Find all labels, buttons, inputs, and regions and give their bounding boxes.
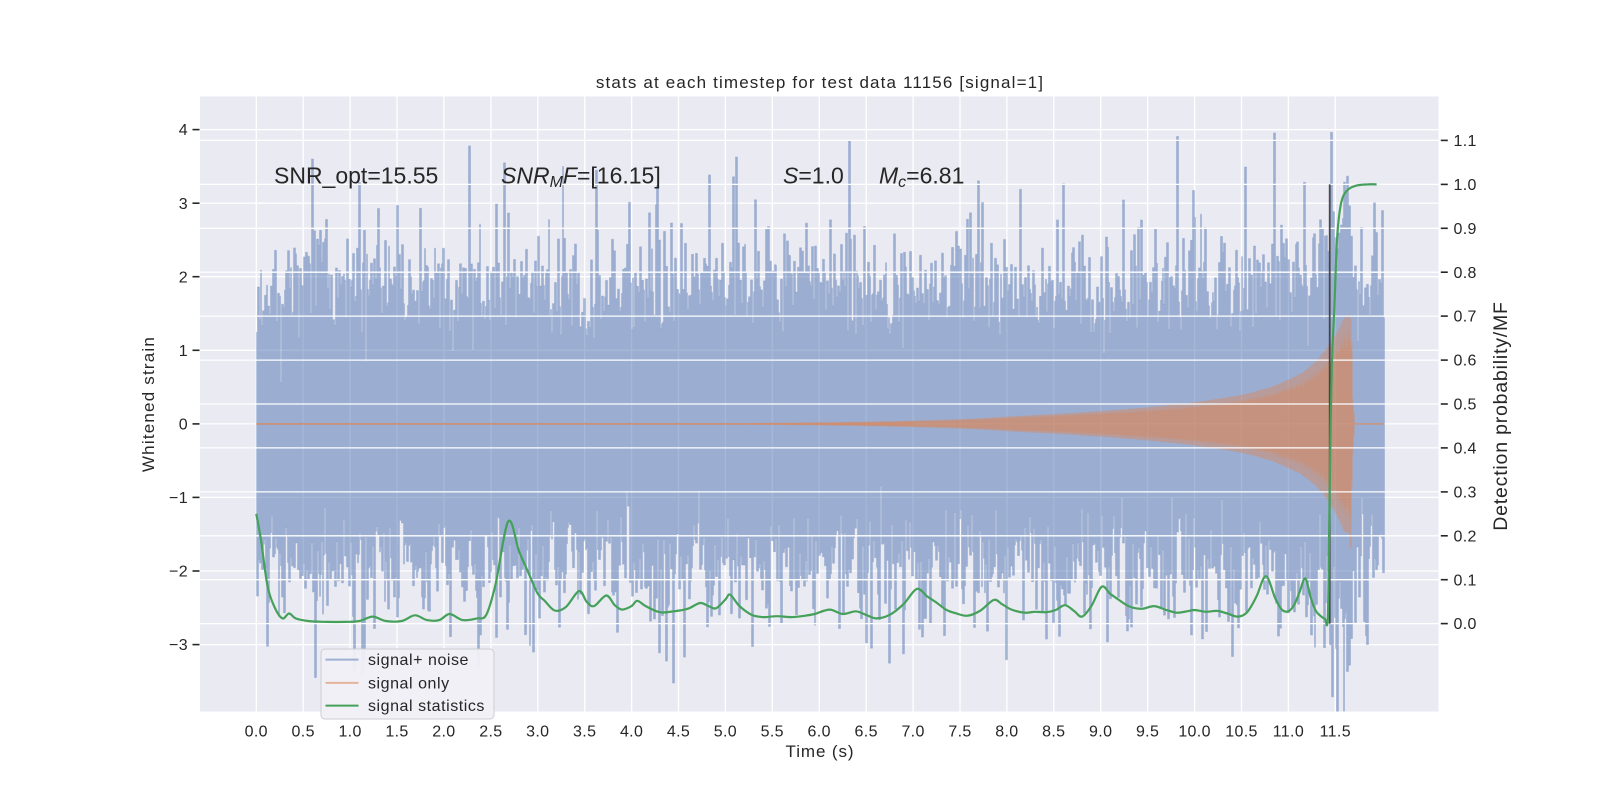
svg-text:2.0: 2.0 [432,724,455,741]
svg-text:0.1: 0.1 [1454,572,1477,589]
svg-text:0.0: 0.0 [245,724,268,741]
svg-text:Time (s): Time (s) [786,742,855,761]
svg-text:0.5: 0.5 [1454,397,1477,414]
svg-text:0.5: 0.5 [292,724,315,741]
svg-text:Mc=6.81: Mc=6.81 [879,163,964,192]
svg-text:−3: −3 [169,637,188,654]
svg-text:−2: −2 [169,564,188,581]
svg-text:3.5: 3.5 [573,724,596,741]
svg-text:−1: −1 [169,490,188,507]
svg-text:5.5: 5.5 [761,724,784,741]
svg-text:0.2: 0.2 [1454,528,1477,545]
svg-text:11.5: 11.5 [1320,724,1351,741]
svg-text:6.5: 6.5 [855,724,878,741]
svg-text:5.0: 5.0 [714,724,737,741]
svg-text:11.0: 11.0 [1273,724,1304,741]
svg-text:8.0: 8.0 [995,724,1018,741]
svg-text:Detection probability/MF: Detection probability/MF [1490,301,1512,530]
svg-text:signal statistics: signal statistics [368,698,485,715]
svg-text:4.0: 4.0 [620,724,643,741]
svg-text:0: 0 [179,417,188,434]
svg-text:7.0: 7.0 [901,724,924,741]
svg-text:1: 1 [179,343,188,360]
svg-text:S=1.0: S=1.0 [783,163,844,189]
svg-text:0.9: 0.9 [1454,221,1477,238]
svg-text:1.5: 1.5 [385,724,408,741]
svg-text:7.5: 7.5 [948,724,971,741]
svg-text:0.4: 0.4 [1454,441,1477,458]
svg-text:SNR_opt=15.55: SNR_opt=15.55 [274,163,438,189]
svg-text:9.5: 9.5 [1136,724,1159,741]
svg-text:0.3: 0.3 [1454,485,1477,502]
svg-text:4.5: 4.5 [667,724,690,741]
svg-text:0.0: 0.0 [1454,616,1477,633]
svg-text:3.0: 3.0 [526,724,549,741]
svg-text:2.5: 2.5 [479,724,502,741]
svg-text:1.0: 1.0 [338,724,361,741]
svg-text:8.5: 8.5 [1042,724,1065,741]
svg-text:6.0: 6.0 [808,724,831,741]
svg-text:0.7: 0.7 [1454,309,1477,326]
svg-text:SNRMF=[16.15]: SNRMF=[16.15] [501,163,661,192]
svg-text:10.0: 10.0 [1178,724,1211,741]
svg-text:3: 3 [179,196,188,213]
svg-text:0.8: 0.8 [1454,265,1477,282]
svg-text:Whitened strain: Whitened strain [139,336,158,472]
svg-text:signal+ noise: signal+ noise [368,652,469,669]
svg-text:stats at each timestep for tes: stats at each timestep for test data 111… [596,73,1044,92]
svg-text:1.0: 1.0 [1454,177,1477,194]
svg-text:signal only: signal only [368,675,450,692]
svg-text:4: 4 [179,122,188,139]
svg-text:2: 2 [179,269,188,286]
svg-text:0.6: 0.6 [1454,353,1477,370]
svg-text:9.0: 9.0 [1089,724,1112,741]
svg-text:10.5: 10.5 [1225,724,1258,741]
svg-text:1.1: 1.1 [1454,133,1477,150]
